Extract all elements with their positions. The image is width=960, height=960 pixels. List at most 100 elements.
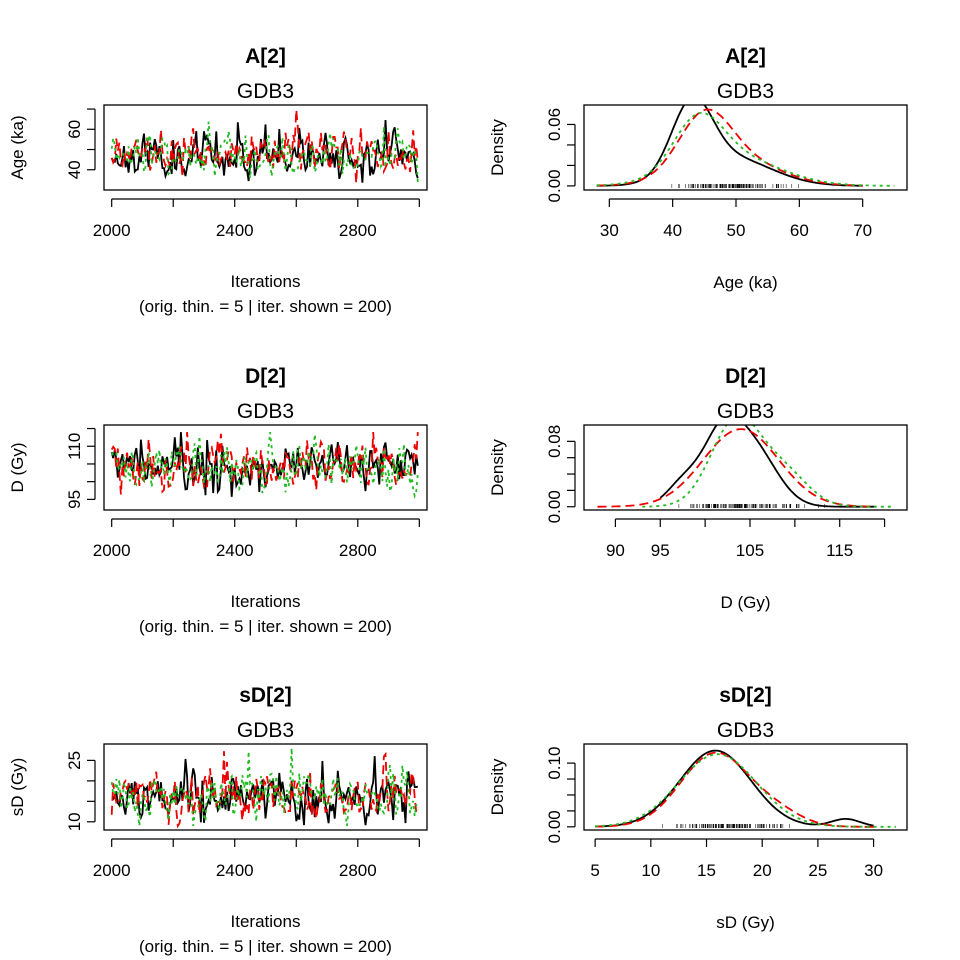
trace-line-chain-1 — [111, 756, 419, 826]
y-tick-label: 25 — [65, 751, 84, 770]
y-axis-label: sD (Gy) — [8, 758, 27, 817]
x-axis-label: Age (ka) — [713, 273, 777, 292]
plot-frame — [583, 104, 908, 191]
y-axis-label: Age (ka) — [8, 115, 27, 179]
y-tick-label: 110 — [65, 433, 84, 460]
x-tick-label: 60 — [790, 221, 809, 240]
density-line-chain-3 — [596, 112, 895, 187]
plot-area — [597, 425, 894, 508]
trace-line-chain-3 — [110, 432, 419, 500]
x-tick-label: 95 — [651, 541, 670, 560]
x-axis-label: Iterations — [231, 592, 301, 611]
x-tick-label: 2400 — [216, 221, 254, 240]
panel-subtitle: GDB3 — [237, 400, 294, 423]
panel-subtitle: GDB3 — [717, 400, 774, 423]
y-tick-label: 0.00 — [545, 169, 564, 202]
y-tick-label: 0.06 — [545, 108, 564, 141]
density-line-chain-2 — [595, 751, 874, 828]
panel-density-3: sD[2] GDB3 5 10 15 20 25 30 0.00 0.10 sD (Gy) Densi… — [488, 684, 908, 932]
y-tick-label: 95 — [65, 490, 84, 509]
x-tick-label: 15 — [697, 861, 716, 880]
y-tick-label: 60 — [65, 120, 84, 139]
x-axis-label: sD (Gy) — [716, 913, 775, 932]
panel-density-2: D[2] GDB3 90 95 105 115 0.00 0.08 D (Gy) Density — [488, 365, 908, 612]
x-tick-label: 115 — [826, 541, 853, 560]
trace-line-chain-2 — [110, 432, 419, 495]
y-tick-label: 0.08 — [545, 425, 564, 458]
rug-marks — [662, 824, 790, 828]
y-tick-label: 10 — [65, 812, 84, 831]
panel-title: A[2] — [245, 45, 286, 68]
x-tick-label: 70 — [853, 221, 872, 240]
x-tick-label: 2000 — [93, 541, 131, 560]
x-tick-label: 2000 — [93, 861, 131, 880]
x-tick-label: 2000 — [93, 221, 131, 240]
y-axis-label: Density — [488, 119, 507, 176]
trace-line-chain-3 — [110, 121, 419, 183]
x-tick-label: 5 — [590, 861, 599, 880]
x-axis-label: Iterations — [231, 272, 301, 291]
x-axis-label-detail: (orig. thin. = 5 | iter. shown = 200) — [139, 937, 392, 956]
panel-subtitle: GDB3 — [237, 80, 294, 103]
y-tick-label: 0.00 — [545, 490, 564, 523]
plot-area — [110, 748, 419, 829]
panel-subtitle: GDB3 — [237, 719, 294, 742]
density-line-chain-3 — [595, 753, 896, 828]
panel-trace-3: sD[2] GDB3 2000 2400 2800 10 25 Iterations (orig… — [8, 684, 428, 956]
density-line-chain-1 — [596, 105, 863, 187]
panel-trace-1: A[2] GDB3 2000 2400 2800 40 60 Iterations (orig.… — [8, 45, 428, 316]
x-tick-label: 30 — [864, 861, 883, 880]
panel-subtitle: GDB3 — [717, 719, 774, 742]
x-tick-label: 2800 — [339, 221, 377, 240]
density-line-chain-2 — [596, 108, 863, 187]
plot-area — [596, 105, 895, 188]
rug-marks — [678, 504, 825, 508]
plot-area — [110, 432, 419, 500]
x-tick-label: 20 — [753, 861, 772, 880]
x-axis-label: Iterations — [231, 912, 301, 931]
trace-line-chain-2 — [110, 109, 419, 184]
x-tick-label: 2800 — [339, 541, 377, 560]
density-line-chain-3 — [642, 425, 894, 508]
panel-density-1: A[2] GDB3 30 40 50 60 70 0.00 0.06 Age (ka) Densit… — [488, 45, 908, 292]
trace-line-chain-2 — [110, 751, 419, 829]
y-axis-label: Density — [488, 439, 507, 496]
panel-title: sD[2] — [239, 684, 292, 707]
x-tick-label: 40 — [663, 221, 682, 240]
panel-trace-2: D[2] GDB3 2000 2400 2800 95 110 Iterations (orig… — [8, 365, 428, 636]
x-tick-label: 50 — [727, 221, 746, 240]
x-tick-label: 105 — [736, 541, 764, 560]
x-axis-label-detail: (orig. thin. = 5 | iter. shown = 200) — [139, 617, 392, 636]
x-tick-label: 30 — [600, 221, 619, 240]
plot-frame — [583, 743, 908, 831]
y-tick-label: 0.10 — [545, 747, 564, 780]
panel-title: A[2] — [725, 45, 766, 68]
x-tick-label: 2800 — [339, 861, 377, 880]
plot-frame — [103, 743, 428, 831]
rug-marks — [671, 184, 799, 188]
x-axis-label: D (Gy) — [720, 593, 770, 612]
density-line-chain-1 — [659, 425, 876, 508]
x-tick-label: 90 — [606, 541, 625, 560]
panel-title: D[2] — [725, 365, 766, 388]
panel-title: sD[2] — [719, 684, 772, 707]
plot-frame — [103, 424, 428, 511]
y-tick-label: 0.00 — [545, 810, 564, 843]
plot-area — [595, 749, 896, 828]
x-tick-label: 2400 — [216, 861, 254, 880]
y-axis-label: D (Gy) — [8, 442, 27, 492]
x-tick-label: 2400 — [216, 541, 254, 560]
x-tick-label: 25 — [808, 861, 827, 880]
trace-line-chain-1 — [110, 120, 419, 183]
plot-area — [110, 109, 419, 184]
plot-frame — [583, 424, 908, 511]
panel-title: D[2] — [245, 365, 286, 388]
x-tick-label: 10 — [641, 861, 660, 880]
y-tick-label: 40 — [65, 160, 84, 179]
panel-subtitle: GDB3 — [717, 80, 774, 103]
plot-frame — [103, 104, 428, 191]
density-line-chain-2 — [597, 428, 876, 508]
y-axis-label: Density — [488, 758, 507, 815]
trace-line-chain-3 — [110, 748, 419, 827]
